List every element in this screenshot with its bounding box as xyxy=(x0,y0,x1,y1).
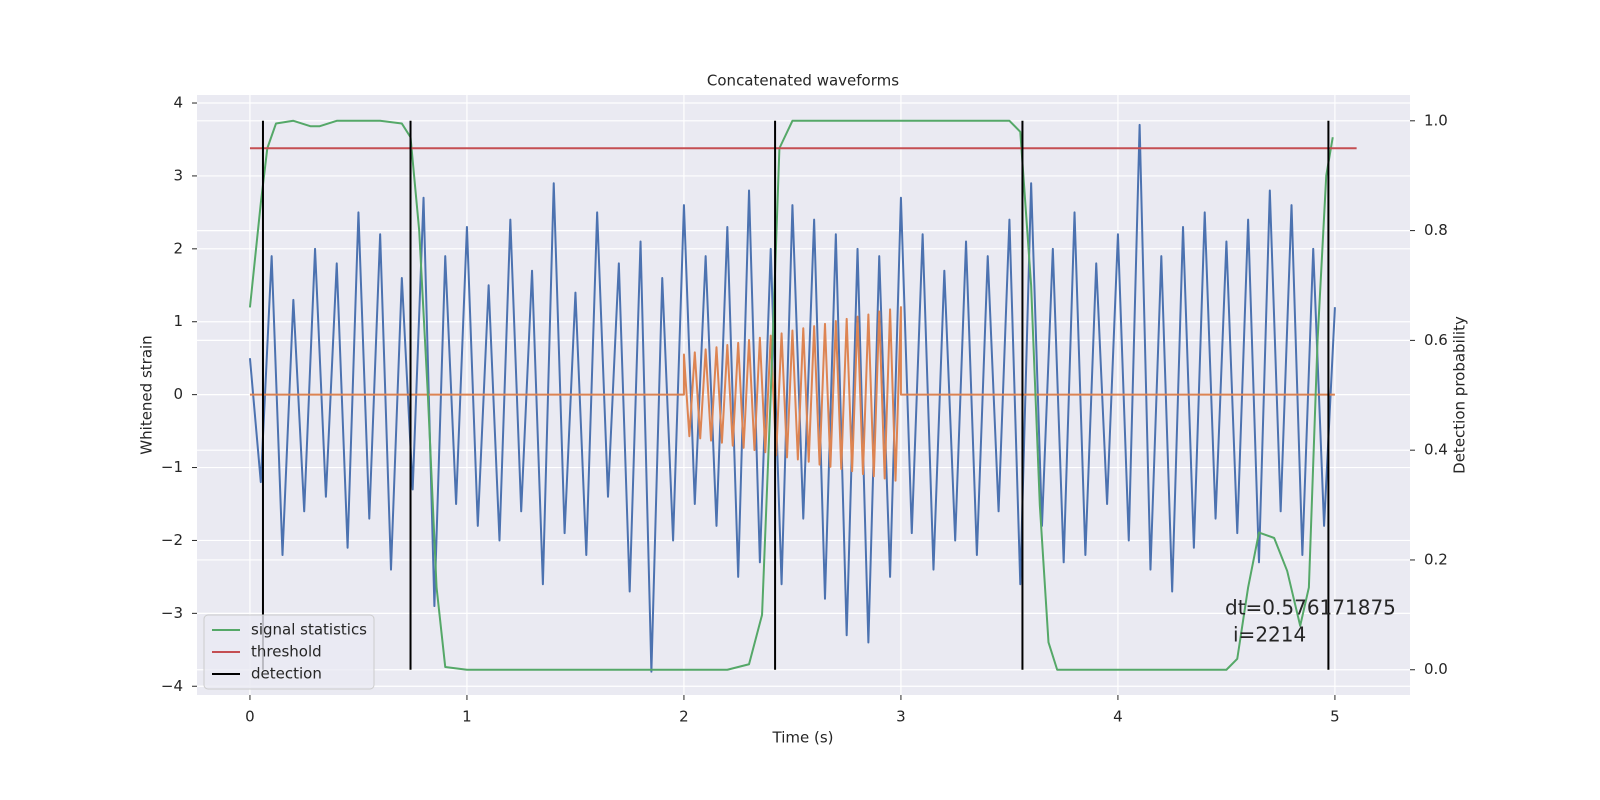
x-tick-label: 3 xyxy=(896,708,906,726)
y-tick-label: −3 xyxy=(161,604,183,622)
y-axis-label: Whitened strain xyxy=(138,335,156,454)
x-tick-label: 4 xyxy=(1113,708,1123,726)
series-line xyxy=(249,306,1335,482)
y2-axis-label: Detection probability xyxy=(1451,316,1469,474)
y-tick-label: 2 xyxy=(173,239,183,257)
annotation: i=2214 xyxy=(1233,623,1306,647)
marks xyxy=(248,119,1357,673)
legend-label: signal statistics xyxy=(251,621,367,639)
y2-tick-label: 0.6 xyxy=(1424,331,1448,349)
x-axis-label: Time (s) xyxy=(772,729,834,747)
x-tick-label: 0 xyxy=(245,708,255,726)
y2-tick-label: 0.2 xyxy=(1424,550,1448,568)
y-tick-label: 4 xyxy=(173,94,183,112)
legend-label: detection xyxy=(251,665,322,683)
annotation: dt=0.576171875 xyxy=(1225,596,1396,620)
chart-title: Concatenated waveforms xyxy=(707,72,899,90)
legend-label: threshold xyxy=(251,643,322,661)
y2-tick-label: 1.0 xyxy=(1424,111,1448,129)
y-tick-label: 3 xyxy=(173,166,183,184)
y2-tick-label: 0.0 xyxy=(1424,660,1448,678)
y-tick-label: 1 xyxy=(173,312,183,330)
y-tick-label: 0 xyxy=(173,385,183,403)
y-tick-label: −1 xyxy=(161,458,183,476)
y-tick-label: −4 xyxy=(161,677,183,695)
series-line xyxy=(248,119,1334,671)
x-tick-label: 2 xyxy=(679,708,689,726)
x-tick-label: 1 xyxy=(462,708,472,726)
y2-tick-label: 0.4 xyxy=(1424,441,1448,459)
y2-tick-label: 0.8 xyxy=(1424,221,1448,239)
y-tick-label: −2 xyxy=(161,531,183,549)
legend-box xyxy=(203,614,375,690)
legend: signal statistics threshold detection xyxy=(203,614,375,690)
x-tick-label: 5 xyxy=(1330,708,1340,726)
